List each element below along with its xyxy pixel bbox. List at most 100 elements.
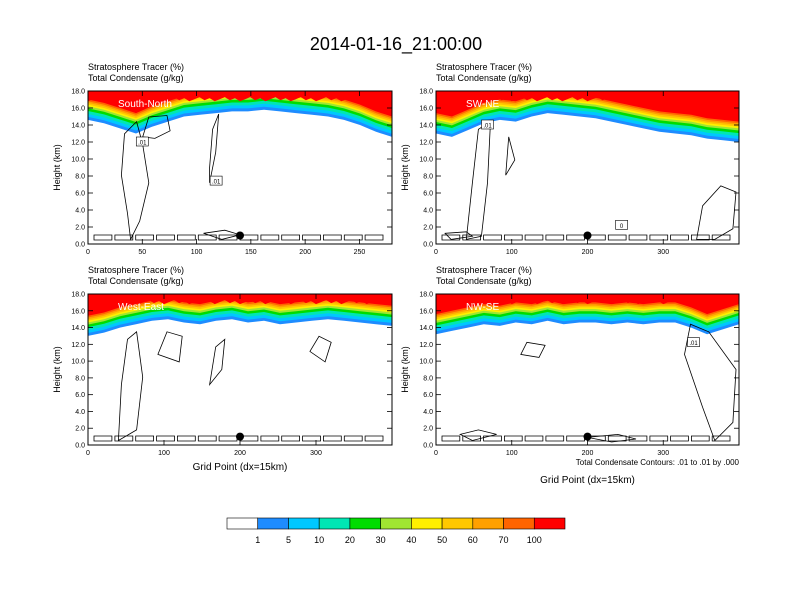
condensate-contour-4	[309, 335, 332, 363]
colorbar-swatch-5	[349, 517, 381, 530]
condensate-contour-1	[117, 331, 144, 442]
colorbar-label: 100	[527, 535, 542, 545]
x-tick-label: 200	[234, 450, 246, 457]
x-tick-label: 250	[354, 249, 366, 256]
colorbar-swatch-4	[318, 517, 351, 530]
panel-2: Stratosphere Tracer (%)Total Condensate …	[400, 62, 740, 256]
colorbar-label: 70	[499, 535, 509, 545]
location-marker	[236, 432, 244, 441]
colorbar-swatch-11	[533, 517, 566, 530]
y-tick-label: 14.0	[71, 123, 85, 130]
colorbar-label: 20	[345, 535, 355, 545]
contour-label: .01	[483, 124, 492, 130]
panel-frame	[87, 90, 393, 245]
y-tick-label: 12.0	[71, 140, 85, 147]
panel-subtitle-2: Total Condensate (g/kg)	[88, 276, 184, 286]
x-tick-label: 100	[158, 450, 170, 457]
contour-label: .01	[138, 141, 147, 147]
condensate-contour-2	[520, 341, 546, 358]
y-tick-label: 6.0	[423, 191, 433, 198]
x-tick-label: 200	[582, 249, 594, 256]
x-axis-label: Grid Point (dx=15km)	[540, 475, 635, 486]
condensate-contour-1	[120, 120, 150, 241]
y-axis-label: Height (km)	[52, 144, 62, 191]
y-tick-label: 0.0	[423, 242, 433, 249]
condensate-contours	[93, 331, 384, 442]
condensate-contour-4	[587, 433, 637, 443]
location-marker	[583, 231, 592, 240]
tracer-fills	[88, 91, 392, 137]
tracer-fills	[436, 91, 739, 142]
x-tick-label: 100	[191, 249, 203, 256]
y-tick-label: 14.0	[419, 123, 433, 130]
x-tick-label: 100	[506, 249, 518, 256]
y-tick-label: 16.0	[71, 106, 85, 113]
y-tick-label: 2.0	[423, 225, 433, 232]
colorbar-swatch-1	[226, 517, 259, 530]
colorbar-swatch-10	[503, 517, 535, 530]
colorbar-swatch-3	[288, 517, 320, 530]
y-tick-label: 8.0	[423, 174, 433, 181]
x-tick-label: 300	[310, 450, 322, 457]
x-tick-label: 0	[434, 249, 438, 256]
condensate-contour-2	[696, 185, 737, 240]
tracer-fills	[436, 294, 739, 335]
y-tick-label: 8.0	[75, 375, 85, 382]
location-marker	[583, 432, 592, 441]
y-tick-label: 4.0	[423, 208, 433, 215]
contour-label-box	[687, 337, 700, 347]
x-tick-label: 0	[434, 450, 438, 457]
condensate-contour-1	[465, 120, 491, 240]
panel-3: Stratosphere Tracer (%)Total Condensate …	[52, 265, 393, 473]
colorbar: 1 5 10 20 30 40 50 60 70 100	[226, 517, 566, 545]
x-tick-label: 300	[657, 249, 669, 256]
x-tick-label: 200	[299, 249, 311, 256]
panel-label: SW-NE	[466, 99, 499, 110]
location-marker	[236, 231, 244, 240]
tracer-top-band	[88, 91, 392, 102]
condensate-contour-2	[209, 113, 220, 183]
panel-1: Stratosphere Tracer (%)Total Condensate …	[52, 62, 393, 256]
y-tick-label: 2.0	[75, 225, 85, 232]
x-tick-label: 150	[245, 249, 257, 256]
panels: Stratosphere Tracer (%)Total Condensate …	[52, 62, 740, 486]
y-tick-label: 10.0	[71, 157, 85, 164]
y-tick-label: 6.0	[423, 392, 433, 399]
y-tick-label: 14.0	[419, 325, 433, 332]
y-tick-label: 8.0	[423, 375, 433, 382]
panel-label: South-North	[118, 99, 172, 110]
contour-label: 0	[620, 224, 624, 230]
colorbar-label: 5	[286, 535, 291, 545]
y-tick-label: 12.0	[419, 342, 433, 349]
x-axis-label: Grid Point (dx=15km)	[193, 462, 288, 473]
panel-subtitle-2: Total Condensate (g/kg)	[436, 276, 532, 286]
contour-label-box	[615, 220, 628, 230]
y-tick-label: 10.0	[419, 359, 433, 366]
y-tick-label: 6.0	[75, 392, 85, 399]
condensate-contour-1	[684, 323, 737, 442]
colorbar-swatch-9	[472, 517, 504, 530]
panel-4: Stratosphere Tracer (%)Total Condensate …	[400, 265, 740, 486]
y-tick-label: 10.0	[71, 359, 85, 366]
condensate-contour-4	[444, 231, 474, 240]
y-tick-label: 12.0	[419, 140, 433, 147]
condensate-contour-3	[208, 338, 226, 387]
y-axis-label: Height (km)	[400, 144, 410, 191]
panel-subtitle-2: Total Condensate (g/kg)	[88, 73, 184, 83]
x-tick-label: 50	[138, 249, 146, 256]
colorbar-label: 10	[314, 535, 324, 545]
main-title: 2014-01-16_21:00:00	[310, 34, 482, 55]
condensate-contours	[441, 120, 737, 241]
x-tick-label: 0	[86, 450, 90, 457]
y-tick-label: 0.0	[75, 242, 85, 249]
y-tick-label: 18.0	[419, 292, 433, 299]
panel-subtitle-2: Total Condensate (g/kg)	[436, 73, 532, 83]
y-tick-label: 18.0	[71, 89, 85, 96]
panel-subtitle-1: Stratosphere Tracer (%)	[436, 265, 532, 275]
y-tick-label: 4.0	[75, 208, 85, 215]
y-tick-label: 16.0	[71, 308, 85, 315]
y-axis-label: Height (km)	[52, 346, 62, 393]
y-tick-label: 0.0	[423, 443, 433, 450]
x-tick-label: 200	[582, 450, 594, 457]
